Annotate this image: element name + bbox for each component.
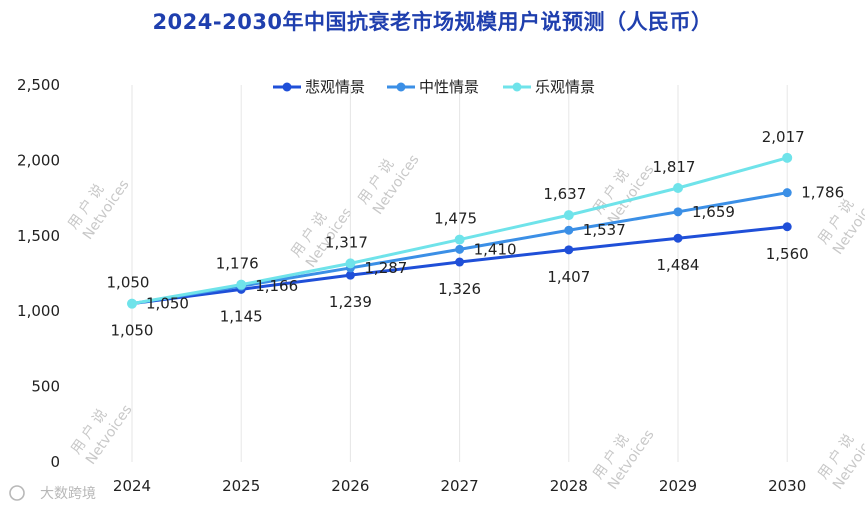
data-label-optimistic-4: 1,637: [543, 185, 586, 203]
series-point-0-6: [782, 222, 792, 232]
data-label-pessimistic-3: 1,326: [438, 280, 481, 298]
legend-item-2: 乐观情景: [503, 78, 595, 96]
y-tick-label: 2,000: [17, 151, 60, 169]
series-point-2-3: [454, 234, 465, 245]
y-tick-label: 500: [31, 378, 60, 396]
series-point-1-4: [564, 225, 574, 235]
chart-title: 2024-2030年中国抗衰老市场规模用户说预测（人民币）: [152, 10, 713, 34]
data-label-neutral-4: 1,537: [583, 221, 626, 239]
legend-item-0: 悲观情景: [273, 78, 365, 96]
series-point-0-3: [455, 257, 465, 267]
x-tick-label-2029: 2029: [659, 477, 697, 495]
data-label-neutral-2: 1,287: [364, 259, 407, 277]
y-axis: 0 500 1,000 1,500 2,000 2,500: [17, 76, 60, 471]
series-point-2-1: [236, 279, 247, 290]
legend: 悲观情景 中性情景 乐观情景: [273, 78, 595, 96]
data-label-pessimistic-1: 1,145: [220, 307, 263, 325]
data-label-neutral-5: 1,659: [692, 203, 735, 221]
series-points: [127, 152, 793, 309]
series-point-2-4: [563, 210, 574, 221]
series-point-2-5: [673, 182, 683, 193]
x-tick-label-2027: 2027: [441, 477, 479, 495]
corner-logo-text: 大数跨境: [40, 486, 96, 502]
legend-label: 乐观情景: [535, 78, 595, 96]
y-tick-label: 0: [50, 453, 60, 471]
data-label-optimistic-1: 1,176: [216, 255, 259, 273]
x-tick-label-2025: 2025: [222, 477, 260, 495]
data-label-pessimistic-2: 1,239: [329, 293, 372, 311]
data-label-pessimistic-6: 1,560: [766, 245, 809, 263]
legend-label: 中性情景: [419, 78, 479, 96]
legend-label: 悲观情景: [305, 78, 365, 96]
series-point-0-2: [345, 270, 355, 280]
series-point-1-6: [782, 188, 792, 198]
data-label-optimistic-6: 2,017: [762, 128, 805, 146]
y-tick-label: 1,000: [17, 302, 60, 320]
x-tick-label-2026: 2026: [331, 477, 369, 495]
legend-swatch-marker: [282, 82, 292, 92]
series-point-2-0: [127, 298, 137, 309]
data-label-optimistic-2: 1,317: [325, 233, 368, 251]
data-label-optimistic-0: 1,050: [107, 274, 150, 292]
series-point-0-5: [673, 233, 683, 243]
series-point-2-6: [782, 152, 793, 163]
x-tick-label-2030: 2030: [768, 477, 806, 495]
series-point-1-5: [673, 207, 683, 217]
data-label-pessimistic-0: 1,050: [111, 322, 154, 340]
data-labels: 1,050 1,145 1,239 1,326 1,407 1,484 1,560 1,050…: [107, 128, 845, 340]
data-label-neutral-3: 1,410: [474, 240, 517, 258]
y-tick-label: 1,500: [17, 227, 60, 245]
x-tick-label-2024: 2024: [113, 477, 151, 495]
series-point-1-3: [455, 244, 465, 254]
data-label-neutral-6: 1,786: [801, 184, 844, 202]
legend-swatch-marker: [512, 82, 522, 92]
data-label-optimistic-5: 1,817: [653, 158, 696, 176]
data-label-pessimistic-4: 1,407: [547, 268, 590, 286]
x-tick-label-2028: 2028: [550, 477, 588, 495]
x-axis: 2024 2025 2026 2027 2028 2029 2030: [113, 477, 806, 495]
corner-logo: 大数跨境: [9, 485, 96, 502]
data-label-optimistic-3: 1,475: [434, 210, 477, 228]
series-point-0-4: [564, 245, 574, 255]
data-label-pessimistic-5: 1,484: [657, 256, 700, 274]
data-label-neutral-1: 1,166: [255, 277, 298, 295]
corner-logo-icon: [9, 485, 25, 501]
y-tick-label: 2,500: [17, 76, 60, 94]
legend-swatch-marker: [396, 82, 406, 92]
legend-item-1: 中性情景: [387, 78, 479, 96]
data-label-neutral-0: 1,050: [146, 295, 189, 313]
series-point-2-2: [345, 258, 356, 269]
